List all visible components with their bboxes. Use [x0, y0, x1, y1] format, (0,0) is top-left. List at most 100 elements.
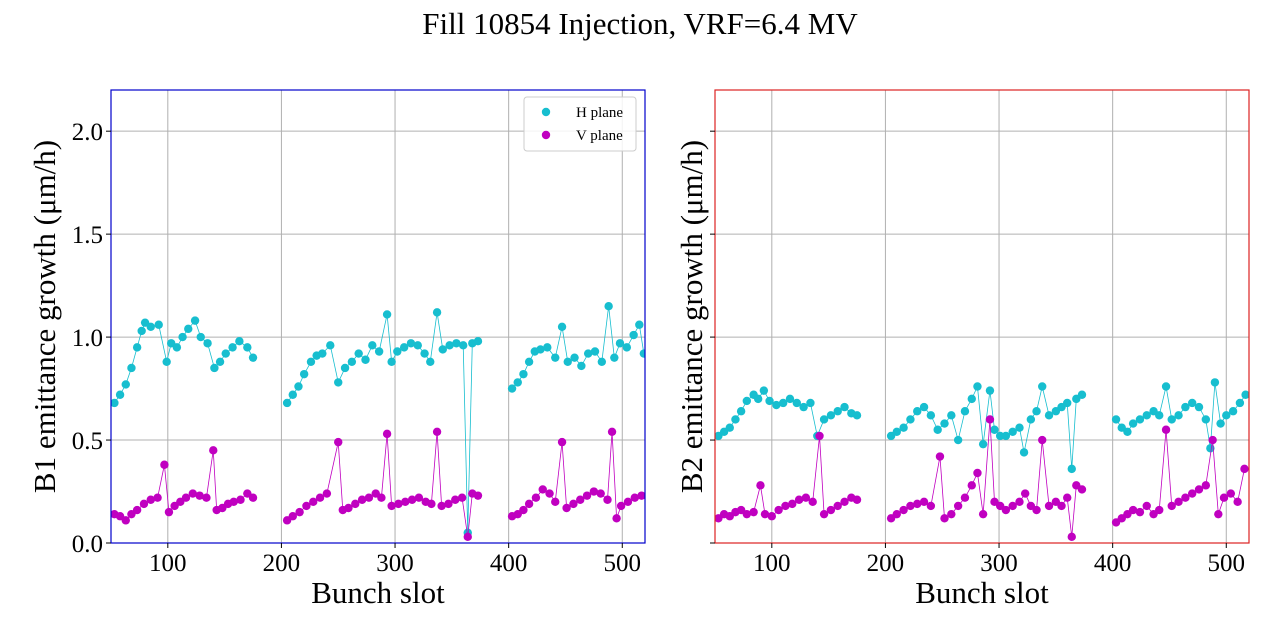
h-plane-point	[577, 361, 586, 371]
v-plane-point	[767, 512, 777, 521]
h-plane-point	[340, 363, 350, 373]
h-plane-point	[990, 425, 999, 434]
y-tick-label: 1.5	[72, 222, 103, 249]
axes-frame	[110, 89, 646, 544]
v-plane-point	[637, 491, 645, 500]
y-axis-label: B1 emittance growth (μm/h)	[27, 140, 62, 493]
v-plane-point	[139, 499, 149, 509]
v-plane-point	[760, 509, 770, 519]
h-plane-point	[725, 423, 734, 432]
h-plane-point	[615, 339, 625, 348]
v-plane-point	[202, 493, 211, 502]
v-plane-point	[309, 497, 318, 507]
v-plane-point	[322, 489, 332, 498]
h-plane-point	[557, 322, 567, 331]
v-plane-point	[926, 501, 936, 511]
v-plane-point	[394, 499, 403, 509]
v-plane-point	[833, 501, 842, 511]
h-plane-point	[235, 337, 244, 346]
h-plane-point	[1032, 407, 1041, 416]
h-plane-point	[1194, 402, 1204, 412]
v-plane-point	[195, 491, 204, 500]
h-plane-point	[1123, 427, 1132, 437]
h-plane-point	[1241, 390, 1249, 399]
h-plane-point	[127, 363, 136, 373]
v-plane-point	[978, 509, 988, 519]
x-tick-label: 500	[604, 550, 642, 577]
h-plane-point	[742, 396, 752, 406]
h-plane-point	[132, 343, 142, 352]
h-plane-point	[953, 435, 963, 445]
v-plane-point	[1201, 481, 1211, 490]
h-plane-point	[519, 369, 528, 379]
x-axis-label: Bunch slot	[311, 575, 445, 610]
v-plane-point	[1063, 493, 1072, 502]
v-plane-point	[1067, 532, 1076, 542]
y-tick-label: 0.0	[72, 531, 103, 558]
v-plane-point	[899, 505, 908, 515]
v-plane-point	[973, 468, 982, 478]
h-plane-point	[806, 398, 815, 408]
h-plane-point	[459, 341, 468, 350]
x-tick-label: 400	[1094, 550, 1132, 577]
h-plane-point	[583, 349, 593, 358]
v-plane-point	[295, 507, 304, 517]
v-plane-point	[427, 499, 436, 509]
v-plane-point	[985, 415, 995, 424]
series-line	[114, 319, 254, 404]
v-plane-point	[774, 505, 783, 515]
h-plane-point	[1155, 411, 1164, 420]
h-plane-point	[299, 369, 309, 379]
h-plane-point	[933, 425, 942, 434]
h-plane-point	[635, 320, 644, 329]
v-plane-point	[1233, 497, 1242, 507]
h-plane-point	[524, 357, 534, 366]
v-plane-point	[1044, 501, 1054, 511]
h-plane-point	[1026, 415, 1036, 424]
v-plane-point	[919, 497, 929, 507]
h-plane-point	[513, 378, 522, 387]
y-tick-label: 2.0	[72, 119, 103, 146]
v-plane-point	[188, 489, 198, 498]
v-plane-point	[826, 505, 836, 515]
x-tick-label: 300	[980, 550, 1018, 577]
x-tick-label: 300	[376, 550, 414, 577]
x-axis-label: Bunch slot	[915, 575, 1049, 610]
v-plane-point	[121, 516, 130, 525]
v-plane-point	[906, 501, 915, 511]
h-plane-point	[1210, 378, 1220, 387]
h-plane-point	[1235, 398, 1245, 408]
v-plane-point	[229, 497, 238, 507]
h-plane-point	[162, 357, 171, 366]
h-plane-point	[318, 349, 327, 358]
h-plane-point	[203, 339, 212, 348]
v-plane-point	[387, 501, 396, 511]
x-tick-label: 100	[753, 550, 791, 577]
h-plane-point	[906, 415, 915, 424]
h-plane-point	[1206, 444, 1215, 453]
h-plane-point	[137, 326, 146, 336]
h-plane-point	[326, 341, 335, 350]
h-plane-point	[536, 345, 545, 354]
v-plane-point	[788, 499, 797, 509]
x-tick-label: 400	[490, 550, 528, 577]
v-plane-point	[1032, 505, 1041, 515]
series-line	[286, 431, 479, 537]
v-plane-point	[1155, 505, 1164, 515]
v-plane-point	[315, 493, 325, 502]
h-plane-point	[899, 423, 908, 432]
h-plane-point	[1167, 415, 1176, 424]
v-plane-point	[132, 505, 142, 515]
figure-title: Fill 10854 Injection, VRF=6.4 MV	[422, 6, 858, 41]
h-plane-point	[445, 341, 454, 350]
v-plane-point	[913, 499, 922, 509]
v-plane-point	[1161, 425, 1171, 434]
v-plane-point	[960, 493, 970, 502]
h-plane-point	[570, 353, 579, 362]
h-plane-point	[1128, 419, 1138, 428]
v-plane-point	[538, 485, 547, 494]
v-plane-point	[940, 514, 949, 523]
h-plane-point	[913, 407, 922, 416]
v-plane-point	[407, 495, 417, 504]
h-plane-point	[947, 411, 956, 420]
